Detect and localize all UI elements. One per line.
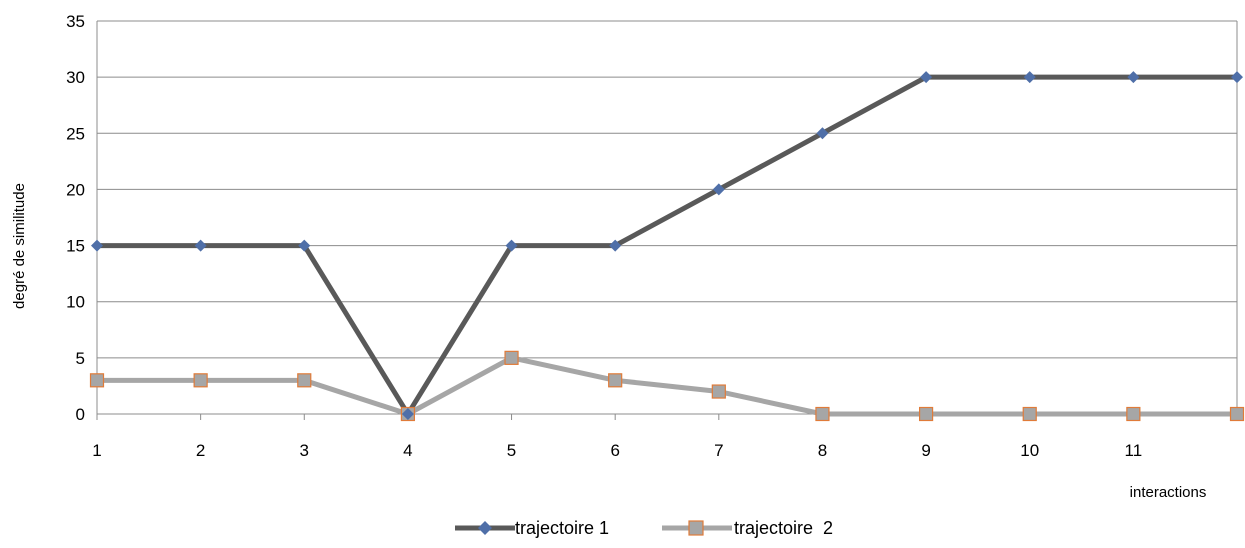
x-axis-title: interactions xyxy=(1130,484,1207,501)
gridlines xyxy=(97,20,1237,359)
y-tick-label: 10 xyxy=(66,293,85,312)
x-tick-label: 3 xyxy=(300,441,309,460)
data-point-diamond xyxy=(1127,71,1140,84)
data-point-square xyxy=(918,406,934,422)
x-tick-label: 6 xyxy=(610,441,619,460)
legend-item-trajectoire-1: trajectoire 1 xyxy=(455,518,609,538)
x-tick-label: 10 xyxy=(1020,441,1039,460)
y-tick-label: 0 xyxy=(76,405,85,424)
data-point-square xyxy=(504,350,519,365)
series-line-1 xyxy=(94,74,1240,417)
data-point-diamond xyxy=(91,239,103,252)
x-tick-label: 7 xyxy=(714,441,723,460)
data-point-square xyxy=(1126,406,1141,422)
series-lines xyxy=(94,74,1240,417)
data-point-diamond xyxy=(816,127,829,140)
data-point-square xyxy=(711,384,726,399)
y-tick-label: 5 xyxy=(76,349,85,368)
legend-label-1: trajectoire 1 xyxy=(515,518,609,538)
series-markers xyxy=(89,71,1245,422)
legend: trajectoire 1 trajectoire 2 xyxy=(455,518,833,538)
data-point-diamond xyxy=(609,239,622,252)
data-point-diamond xyxy=(712,183,725,196)
y-axis-title: degré de similitude xyxy=(11,183,28,309)
data-point-diamond xyxy=(920,71,933,84)
data-point-diamond xyxy=(1231,71,1243,84)
data-point-diamond xyxy=(401,408,414,420)
legend-label-2: trajectoire 2 xyxy=(734,518,833,538)
data-point-square xyxy=(193,373,208,388)
data-point-square xyxy=(1022,406,1037,422)
data-point-square xyxy=(297,373,312,388)
x-tick-label: 11 xyxy=(1125,441,1143,460)
series-line-2 xyxy=(94,355,1240,417)
y-tick-label: 30 xyxy=(66,68,85,87)
x-tick-label: 8 xyxy=(818,441,827,460)
data-point-square xyxy=(89,373,105,388)
legend-square-icon xyxy=(688,520,704,536)
data-point-diamond xyxy=(505,239,518,252)
data-point-diamond xyxy=(194,239,207,252)
data-point-square xyxy=(1229,406,1245,422)
y-tick-label: 35 xyxy=(66,12,85,31)
data-point-square xyxy=(815,406,830,422)
tick-labels: 0 5 10 15 20 25 30 35 1 2 3 4 5 6 7 8 9 10 11 xyxy=(66,12,1142,460)
data-point-square xyxy=(608,373,623,388)
axes xyxy=(96,20,1238,420)
x-tick-label: 2 xyxy=(196,441,205,460)
y-tick-label: 15 xyxy=(66,237,85,256)
legend-diamond-icon xyxy=(478,521,492,535)
y-tick-label: 20 xyxy=(66,180,85,199)
x-tick-label: 5 xyxy=(507,441,516,460)
data-point-diamond xyxy=(298,239,311,252)
x-tick-label: 4 xyxy=(403,441,412,460)
data-point-diamond xyxy=(1023,71,1036,84)
legend-item-trajectoire-2: trajectoire 2 xyxy=(662,518,833,538)
x-tick-label: 9 xyxy=(921,441,930,460)
y-tick-label: 25 xyxy=(66,124,85,143)
x-tick-label: 1 xyxy=(92,441,101,460)
